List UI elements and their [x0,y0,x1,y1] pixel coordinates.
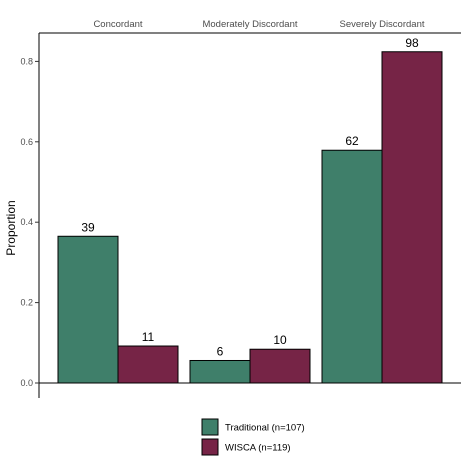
bars [57,51,443,384]
bar-count-label: 39 [81,220,95,234]
y-tick-label: 0.4 [20,217,33,227]
bar [249,348,311,384]
bar-count-label: 62 [345,134,359,148]
facet-label: Concordant [93,19,142,30]
y-tick-label: 0.8 [20,56,33,66]
legend-swatch [201,418,219,436]
bar [321,149,383,384]
bar-count-label: 10 [273,333,287,347]
bar-count-label: 6 [217,344,224,358]
legend-label: WISCA (n=119) [225,443,291,454]
value-labels: 39 11 6 10 62 98 [81,36,419,359]
legend-swatch [201,438,219,456]
facet-labels: Concordant Moderately Discordant Severely … [93,19,424,30]
bar-count-label: 11 [142,330,155,344]
facet-label: Moderately Discordant [202,19,297,30]
y-tick-label: 0.0 [20,378,33,388]
legend-label: Traditional (n=107) [225,423,305,434]
y-tick-label: 0.2 [20,298,33,308]
bar [57,235,119,384]
bar-count-label: 98 [405,36,419,50]
bar [117,345,179,384]
y-axis-title: Proportion [4,200,18,255]
bar [381,51,443,384]
facet-label: Severely Discordant [339,19,424,30]
y-tick-label: 0.6 [20,137,33,147]
legend: Traditional (n=107) WISCA (n=119) [201,418,305,456]
bar [189,359,251,384]
